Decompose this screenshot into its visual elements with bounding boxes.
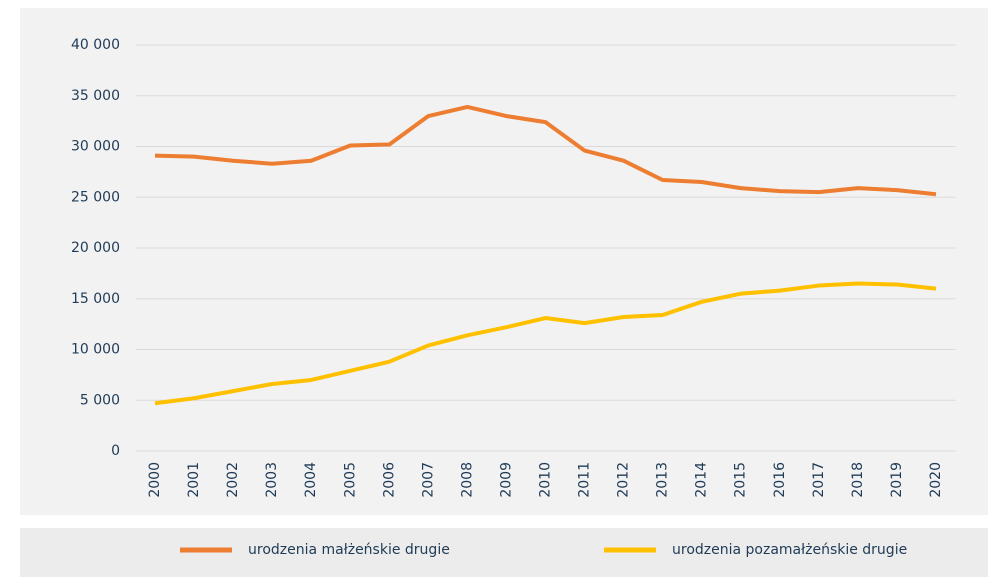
y-tick-label: 40 000	[71, 37, 120, 53]
y-tick-label: 30 000	[71, 139, 120, 155]
y-tick-label: 5 000	[80, 392, 120, 408]
y-tick-label: 35 000	[71, 88, 120, 104]
y-tick-label: 25 000	[71, 189, 120, 205]
x-tick-label: 2020	[928, 462, 944, 498]
x-tick-label: 2012	[616, 462, 632, 498]
legend-label: urodzenia pozamałżeńskie drugie	[672, 542, 907, 558]
series-line	[154, 104, 937, 197]
x-tick-label: 2015	[733, 462, 749, 498]
x-tick-label: 2009	[498, 462, 514, 498]
y-tick-label: 20 000	[71, 240, 120, 256]
x-tick-label: 2013	[655, 462, 671, 498]
x-tick-label: 2003	[264, 462, 280, 498]
x-tick-label: 2004	[303, 462, 319, 498]
x-tick-label: 2002	[225, 462, 241, 498]
x-tick-label: 2008	[459, 462, 475, 498]
x-tick-label: 2018	[850, 462, 866, 498]
x-tick-label: 2019	[889, 462, 905, 498]
x-tick-label: 2005	[342, 462, 358, 498]
plot-background	[20, 8, 988, 515]
x-tick-label: 2001	[186, 462, 202, 498]
y-tick-label: 0	[111, 443, 120, 459]
series-line	[154, 281, 937, 406]
x-tick-label: 2006	[381, 462, 397, 498]
x-tick-label: 2017	[811, 462, 827, 498]
y-tick-label: 15 000	[71, 291, 120, 307]
y-tick-label: 10 000	[71, 342, 120, 358]
x-tick-label: 2016	[772, 462, 788, 498]
x-tick-label: 2011	[577, 462, 593, 498]
x-tick-label: 2010	[538, 462, 554, 498]
legend-label: urodzenia małżeńskie drugie	[248, 542, 450, 558]
x-tick-label: 2007	[420, 462, 436, 498]
x-tick-label: 2014	[694, 462, 710, 498]
x-tick-label: 2000	[147, 462, 163, 498]
